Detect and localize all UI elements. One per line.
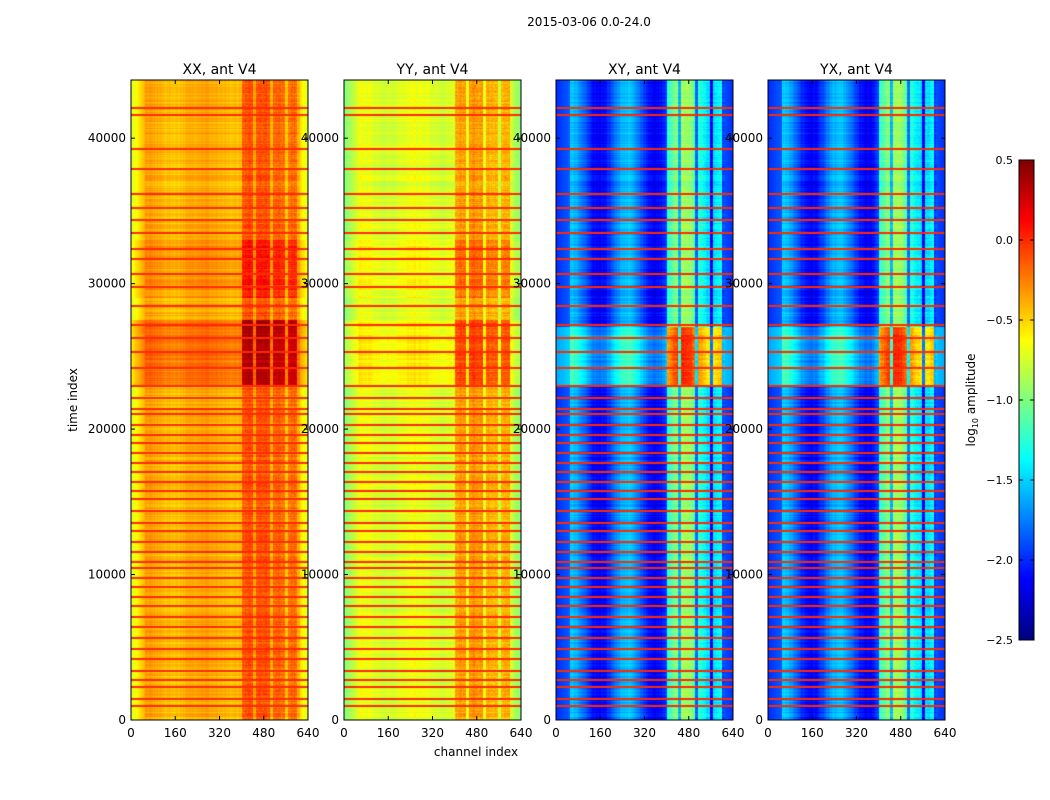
colorbar-tick-label: −1.0 bbox=[986, 394, 1013, 407]
y-tick-label: 10000 bbox=[725, 568, 763, 582]
y-tick-label: 40000 bbox=[513, 131, 551, 145]
x-tick-label: 480 bbox=[677, 726, 700, 740]
y-tick-label: 20000 bbox=[301, 422, 339, 436]
panel-title: XX, ant V4 bbox=[183, 62, 257, 78]
x-tick-label: 320 bbox=[633, 726, 656, 740]
y-tick-label: 20000 bbox=[88, 422, 126, 436]
y-tick-label: 10000 bbox=[301, 568, 339, 582]
y-tick-label: 10000 bbox=[88, 568, 126, 582]
x-tick-label: 160 bbox=[377, 726, 400, 740]
heatmap-xy bbox=[556, 80, 733, 720]
colorbar-tick-label: −0.5 bbox=[986, 314, 1013, 327]
panel-title: YX, ant V4 bbox=[819, 62, 893, 78]
x-tick-label: 0 bbox=[764, 726, 772, 740]
y-tick-label: 0 bbox=[543, 713, 551, 727]
x-tick-label: 160 bbox=[589, 726, 612, 740]
x-axis-label: channel index bbox=[434, 745, 518, 759]
x-tick-label: 480 bbox=[889, 726, 912, 740]
x-tick-label: 0 bbox=[552, 726, 560, 740]
x-tick-label: 640 bbox=[722, 726, 745, 740]
y-tick-label: 30000 bbox=[88, 277, 126, 291]
colorbar-tick-label: −2.0 bbox=[986, 554, 1013, 567]
colorbar-tick-label: −2.5 bbox=[986, 634, 1013, 647]
y-tick-label: 20000 bbox=[725, 422, 763, 436]
axes-frame bbox=[767, 79, 946, 721]
x-tick-label: 480 bbox=[252, 726, 275, 740]
y-tick-label: 40000 bbox=[88, 131, 126, 145]
panel-2: XY, ant V4 0 160 320 480 640 0 10000 20000 30000 4… bbox=[513, 62, 745, 740]
x-tick-label: 0 bbox=[340, 726, 348, 740]
y-tick-label: 30000 bbox=[725, 277, 763, 291]
suptitle: 2015-03-06 0.0-24.0 bbox=[527, 15, 651, 29]
y-tick-label: 0 bbox=[755, 713, 763, 727]
colorbar bbox=[1019, 160, 1034, 640]
colorbar-tick-label: −1.5 bbox=[986, 474, 1013, 487]
y-tick-label: 40000 bbox=[301, 131, 339, 145]
panel-0: XX, ant V4 0 160 320 480 640 0 10000 20000 30000 4… bbox=[88, 62, 320, 740]
y-axis-label: time index bbox=[66, 368, 80, 432]
y-tick-label: 40000 bbox=[725, 131, 763, 145]
x-tick-label: 0 bbox=[127, 726, 135, 740]
x-tick-label: 640 bbox=[510, 726, 533, 740]
x-tick-label: 480 bbox=[465, 726, 488, 740]
x-tick-label: 320 bbox=[208, 726, 231, 740]
heatmap-yy bbox=[344, 80, 521, 720]
y-tick-label: 0 bbox=[331, 713, 339, 727]
y-tick-label: 30000 bbox=[513, 277, 551, 291]
colorbar-tick-label: 0.5 bbox=[996, 154, 1014, 167]
x-tick-label: 640 bbox=[934, 726, 957, 740]
x-tick-label: 320 bbox=[845, 726, 868, 740]
axes-frame bbox=[343, 79, 522, 721]
axes-frame bbox=[555, 79, 734, 721]
y-tick-label: 20000 bbox=[513, 422, 551, 436]
y-tick-label: 0 bbox=[118, 713, 126, 727]
panel-title: YY, ant V4 bbox=[396, 62, 469, 78]
x-tick-label: 640 bbox=[297, 726, 320, 740]
colorbar-label: log10 amplitude bbox=[964, 354, 980, 447]
panel-1: YY, ant V4 0 160 320 480 640 0 10000 20000 30000 4… bbox=[301, 62, 533, 740]
colorbar-tick-label: 0.0 bbox=[996, 234, 1014, 247]
panel-title: XY, ant V4 bbox=[608, 62, 681, 78]
x-tick-label: 320 bbox=[421, 726, 444, 740]
heatmap-yx bbox=[768, 80, 945, 720]
x-tick-label: 160 bbox=[801, 726, 824, 740]
y-tick-label: 30000 bbox=[301, 277, 339, 291]
x-tick-label: 160 bbox=[164, 726, 187, 740]
axes-frame bbox=[130, 79, 309, 721]
panel-3: YX, ant V4 0 160 320 480 640 0 10000 20000 30000 4… bbox=[725, 62, 957, 740]
heatmap-xx bbox=[131, 80, 308, 720]
y-tick-label: 10000 bbox=[513, 568, 551, 582]
